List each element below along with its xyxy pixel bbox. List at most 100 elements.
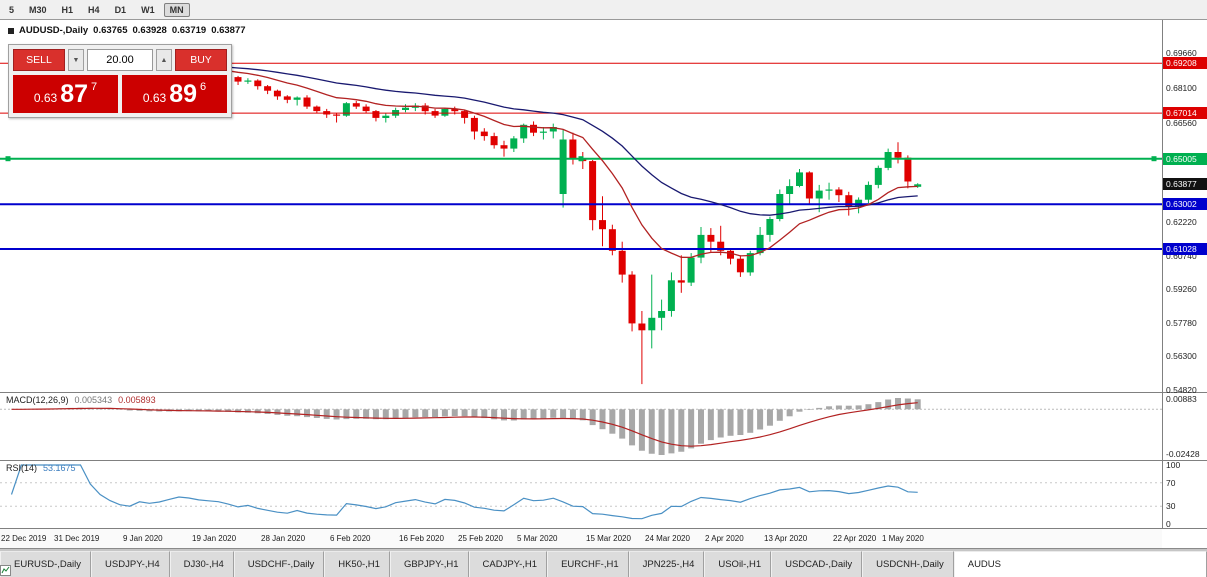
timeframe-button-mn[interactable]: MN bbox=[163, 2, 190, 17]
line-handle[interactable] bbox=[578, 156, 584, 162]
chart-symbol-ohlc-line: AUDUSD-,Daily 0.63765 0.63928 0.63719 0.… bbox=[8, 25, 246, 36]
ohlc-low: 0.63719 bbox=[171, 25, 207, 36]
price-tag-0.63877: 0.63877 bbox=[1163, 178, 1207, 190]
chart-tab-audus[interactable]: AUDUS bbox=[0, 551, 1207, 577]
volume-decrease-button[interactable]: ▼ bbox=[68, 49, 84, 71]
macd-indicator-header: MACD(12,26,9) 0.005343 0.005893 bbox=[6, 395, 156, 405]
chart-tab-label: AUDUS bbox=[967, 559, 1001, 570]
chart-tab-eurchf-h1[interactable]: EURCHF-,H1 bbox=[0, 551, 629, 577]
chart-tab-usoil-h1[interactable]: USOil-,H1 bbox=[0, 551, 772, 577]
y-axis-label: 0.66560 bbox=[1166, 118, 1197, 128]
chart-tab-usdjpy-h4[interactable]: USDJPY-,H4 bbox=[0, 551, 170, 577]
chart-tab-label: JPN225-,H4 bbox=[642, 559, 695, 570]
pane-separator[interactable] bbox=[0, 460, 1207, 461]
macd-signal-line bbox=[11, 402, 918, 447]
macd-pane[interactable] bbox=[0, 393, 1162, 460]
date-label: 9 Jan 2020 bbox=[123, 534, 163, 543]
horizontal-line-0.65005[interactable] bbox=[0, 156, 1162, 162]
chart-tab-label: EURUSD-,Daily bbox=[14, 559, 82, 570]
timeframe-button-d1[interactable]: D1 bbox=[114, 4, 127, 15]
timeframe-button-w1[interactable]: W1 bbox=[141, 4, 155, 15]
date-label: 28 Jan 2020 bbox=[261, 534, 306, 543]
macd-histogram bbox=[18, 398, 921, 455]
line-handle[interactable] bbox=[5, 156, 11, 162]
y-axis-label: 0.56300 bbox=[1166, 351, 1197, 361]
date-label: 6 Feb 2020 bbox=[330, 534, 371, 543]
date-label: 19 Jan 2020 bbox=[192, 534, 237, 543]
pane-separator[interactable] bbox=[0, 392, 1207, 393]
chart-tab-label: CADJPY-,H1 bbox=[482, 559, 538, 570]
timeframe-button-m30[interactable]: M30 bbox=[29, 4, 47, 15]
chart-tab-dj30-h4[interactable]: DJ30-,H4 bbox=[0, 551, 234, 577]
chart-tab-label: USDCHF-,Daily bbox=[247, 559, 315, 570]
chevron-down-icon: ▼ bbox=[72, 56, 80, 64]
chart-tab-label: GBPJPY-,H1 bbox=[403, 559, 459, 570]
date-label: 31 Dec 2019 bbox=[54, 534, 100, 543]
rsi-pane[interactable] bbox=[0, 461, 1162, 528]
ohlc-open: 0.63765 bbox=[93, 25, 128, 36]
sell-price-display[interactable]: 0.63 87 7 bbox=[13, 75, 118, 113]
date-label: 5 Mar 2020 bbox=[517, 534, 558, 543]
rsi-axis-label: 30 bbox=[1166, 501, 1176, 511]
rsi-line bbox=[10, 464, 918, 520]
rsi-axis-label: 70 bbox=[1166, 478, 1176, 488]
time-axis[interactable]: 22 Dec 2019 31 Dec 2019 9 Jan 2020 19 Jan 2… bbox=[0, 529, 1162, 548]
chart-tab-cadjpy-h1[interactable]: CADJPY-,H1 bbox=[0, 551, 548, 577]
date-label: 22 Dec 2019 bbox=[1, 534, 47, 543]
rsi-axis-label: 100 bbox=[1166, 460, 1181, 470]
date-label: 15 Mar 2020 bbox=[586, 534, 631, 543]
chart-tab-gbpjpy-h1[interactable]: GBPJPY-,H1 bbox=[0, 551, 469, 577]
date-label: 16 Feb 2020 bbox=[399, 534, 444, 543]
buy-button[interactable]: BUY bbox=[175, 49, 227, 71]
buy-price-pips: 89 bbox=[169, 79, 198, 108]
date-label: 13 Apr 2020 bbox=[764, 534, 808, 543]
chart-tab-usdchf-daily[interactable]: USDCHF-,Daily bbox=[0, 551, 325, 577]
volume-input[interactable] bbox=[87, 49, 153, 71]
chart-tab-usdcnh-daily[interactable]: USDCNH-,Daily bbox=[0, 551, 954, 577]
timeframe-toolbar: 5 M30 H1 H4 D1 W1 MN bbox=[0, 0, 1207, 20]
rsi-axis-label: 0 bbox=[1166, 519, 1171, 529]
macd-axis-label: 0.00883 bbox=[1166, 394, 1197, 404]
date-label: 25 Feb 2020 bbox=[458, 534, 503, 543]
chart-tab-label: USOil-,H1 bbox=[718, 559, 762, 570]
ohlc-high: 0.63928 bbox=[132, 25, 167, 36]
timeframe-button-5[interactable]: 5 bbox=[9, 4, 15, 15]
timeframe-button-h1[interactable]: H1 bbox=[61, 4, 74, 15]
price-tag-0.63002: 0.63002 bbox=[1163, 198, 1207, 210]
y-axis-label: 0.54820 bbox=[1166, 385, 1197, 395]
window-bottom-edge bbox=[0, 548, 1207, 551]
price-axis[interactable]: 0.69660 0.68100 0.66560 0.62220 0.60740 0.592… bbox=[1163, 20, 1207, 529]
rsi-indicator-header: RSI(14) 53.1675 bbox=[6, 463, 76, 473]
buy-price-display[interactable]: 0.63 89 6 bbox=[122, 75, 227, 113]
chart-bullet-icon bbox=[8, 27, 14, 34]
y-axis-label: 0.69660 bbox=[1166, 48, 1197, 58]
chart-tab-hk50-h1[interactable]: HK50-,H1 bbox=[0, 551, 390, 577]
date-label: 2 Apr 2020 bbox=[705, 534, 744, 543]
sell-price-pipette: 7 bbox=[91, 81, 98, 93]
macd-value-main: 0.005343 bbox=[74, 395, 113, 405]
date-label: 1 May 2020 bbox=[882, 534, 924, 543]
chart-tab-label: USDJPY-,H4 bbox=[105, 559, 160, 570]
sell-button[interactable]: SELL bbox=[13, 49, 65, 71]
chart-tab-usdcad-daily[interactable]: USDCAD-,Daily bbox=[0, 551, 863, 577]
price-tag-0.61028: 0.61028 bbox=[1163, 243, 1207, 255]
chevron-up-icon: ▲ bbox=[160, 56, 168, 64]
chart-tab-label: DJ30-,H4 bbox=[183, 559, 224, 570]
rsi-value: 53.1675 bbox=[43, 463, 76, 473]
timeframe-button-h4[interactable]: H4 bbox=[88, 4, 100, 15]
rsi-name: RSI(14) bbox=[6, 463, 38, 473]
y-axis-label: 0.62220 bbox=[1166, 217, 1197, 227]
date-label: 24 Mar 2020 bbox=[645, 534, 690, 543]
macd-name: MACD(12,26,9) bbox=[6, 395, 69, 405]
chart-tab-label: EURCHF-,H1 bbox=[561, 559, 619, 570]
one-click-trading-panel: SELL ▼ ▲ BUY 0.63 87 7 0.63 89 6 bbox=[8, 44, 232, 118]
price-axis-separator bbox=[1162, 20, 1163, 529]
line-handle[interactable] bbox=[1151, 156, 1157, 162]
macd-value-signal: 0.005893 bbox=[118, 395, 156, 405]
price-tag-0.65005: 0.65005 bbox=[1163, 153, 1207, 165]
volume-increase-button[interactable]: ▲ bbox=[156, 49, 172, 71]
price-tag-0.69208: 0.69208 bbox=[1163, 57, 1207, 69]
chart-tab-eurusd-daily[interactable]: EURUSD-,Daily bbox=[0, 551, 92, 577]
chart-tab-jpn225-h4[interactable]: JPN225-,H4 bbox=[0, 551, 705, 577]
